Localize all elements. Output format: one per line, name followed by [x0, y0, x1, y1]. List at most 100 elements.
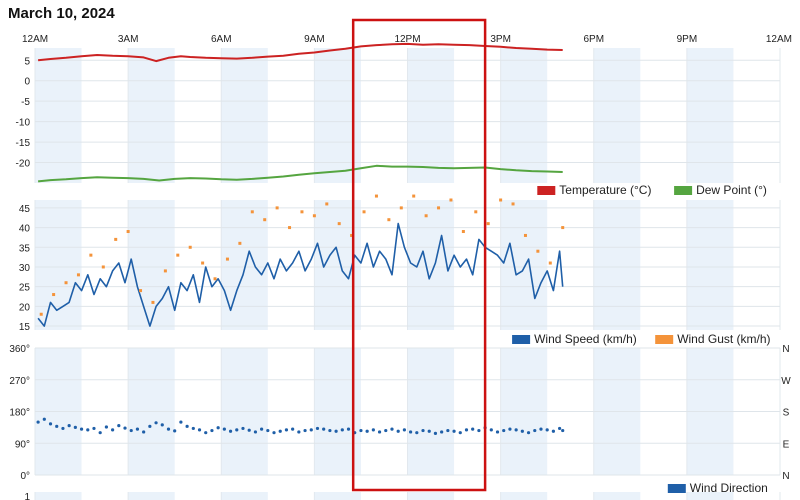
y-tick-label: 25: [19, 283, 31, 294]
wind-direction-point: [253, 430, 257, 434]
wind-direction-point: [346, 427, 351, 431]
temperature-line: [37, 42, 563, 63]
time-band: [128, 48, 175, 183]
wind-direction-point: [160, 423, 164, 427]
y-tick-label: 360°: [9, 344, 30, 355]
wind-gust-point: [39, 312, 43, 316]
legend-swatch[interactable]: [512, 335, 531, 344]
wind-gust-point: [399, 206, 403, 210]
y-tick-label: 30: [19, 263, 31, 274]
legend-label: Temperature (°C): [559, 183, 651, 197]
wind-gust-point: [201, 261, 205, 265]
wind-gust-point: [362, 210, 366, 214]
selection-highlight-box: [351, 18, 487, 492]
wind-direction-point: [272, 431, 276, 435]
y-tick-label: 180°: [9, 408, 30, 419]
wind-direction-point: [471, 427, 475, 431]
wind-direction-point: [247, 428, 251, 432]
wind-direction-point: [235, 428, 239, 432]
time-band: [128, 492, 175, 500]
wind-direction-point: [266, 428, 270, 433]
wind-direction-point: [446, 428, 450, 433]
wind-gust-point: [350, 233, 354, 237]
wind-gust-point: [139, 289, 143, 293]
y-tick-label: 90°: [15, 439, 30, 450]
wind-gust-point: [250, 210, 254, 214]
wind-direction-point: [55, 424, 59, 428]
wind-gust-point: [337, 222, 341, 226]
wind-direction-point: [377, 430, 382, 434]
wind-gust-point: [523, 233, 527, 237]
wind-direction-point: [303, 428, 307, 433]
wind-direction-point: [98, 431, 102, 435]
wind-direction-point: [495, 430, 500, 434]
wind-direction-point: [179, 420, 183, 424]
wind-direction-point: [222, 427, 226, 431]
wind-direction-point: [48, 422, 53, 426]
wind-direction-point: [539, 427, 543, 431]
time-axis-label: 12AM: [22, 34, 48, 45]
wind-direction-point: [409, 430, 413, 434]
wind-direction-point: [533, 428, 537, 433]
time-band: [407, 48, 455, 183]
wind-direction-point: [508, 427, 512, 431]
wind-gust-point: [114, 237, 118, 241]
time-band: [35, 492, 82, 500]
wind-direction-point: [315, 426, 320, 431]
wind-direction-point: [458, 431, 462, 435]
wind-gust-point: [449, 198, 453, 202]
wind-direction-point: [228, 429, 233, 433]
time-band: [221, 200, 268, 330]
wind-direction-point: [173, 429, 177, 433]
wind-direction-point: [322, 427, 326, 431]
wind-direction-point: [191, 426, 195, 431]
wind-gust-point: [437, 206, 441, 210]
wind-direction-point: [148, 424, 152, 428]
legend-swatch[interactable]: [655, 335, 674, 344]
wind-direction-point: [514, 428, 518, 432]
wind-direction-point: [154, 421, 158, 425]
legend-swatch[interactable]: [667, 484, 686, 493]
wind-direction-point: [142, 430, 146, 434]
wind-direction-point: [433, 431, 438, 435]
compass-tick-label: W: [781, 376, 791, 387]
wind-speed-gust-chart: 15 20 25 30 35 40 45 Wind Gust (km/h) Wind Speed…: [19, 194, 781, 346]
wind-direction-point: [464, 428, 469, 432]
time-axis-label: 12PM: [394, 34, 420, 45]
wind-gust-point: [64, 281, 68, 285]
wind-direction-point: [210, 428, 214, 433]
wind-direction-point: [123, 426, 127, 430]
y-tick-label: 1: [24, 492, 30, 500]
wind-direction-point: [166, 427, 171, 431]
y-tick-label: 15: [19, 322, 31, 333]
time-band: [35, 48, 82, 183]
time-band: [686, 200, 734, 330]
wind-direction-point: [334, 429, 338, 433]
wind-gust-point: [312, 214, 316, 218]
wind-gust-point: [101, 265, 105, 269]
wind-gust-point: [176, 253, 180, 257]
wind-gust-point: [424, 214, 428, 218]
legend-swatch[interactable]: [537, 186, 556, 195]
wind-direction-point: [359, 428, 363, 433]
y-tick-label: 5: [24, 56, 30, 67]
wind-gust-point: [213, 277, 217, 281]
wind-direction-point: [390, 427, 394, 431]
y-tick-label: 0: [24, 77, 30, 88]
time-band: [593, 492, 641, 500]
wind-gust-point: [461, 230, 465, 234]
wind-gust-point: [561, 226, 565, 230]
legend-swatch[interactable]: [674, 186, 693, 195]
time-band: [593, 48, 641, 183]
time-axis-label: 6AM: [211, 34, 232, 45]
wind-direction-point: [92, 426, 96, 431]
wind-direction-point: [260, 427, 264, 431]
wind-direction-point: [309, 428, 313, 432]
wind-direction-point: [284, 428, 289, 432]
time-axis-label: 3AM: [118, 34, 139, 45]
wind-gust-point: [163, 269, 167, 273]
wind-gust-point: [548, 261, 552, 265]
wind-gust-point: [126, 230, 130, 234]
wind-direction-point: [452, 429, 456, 433]
